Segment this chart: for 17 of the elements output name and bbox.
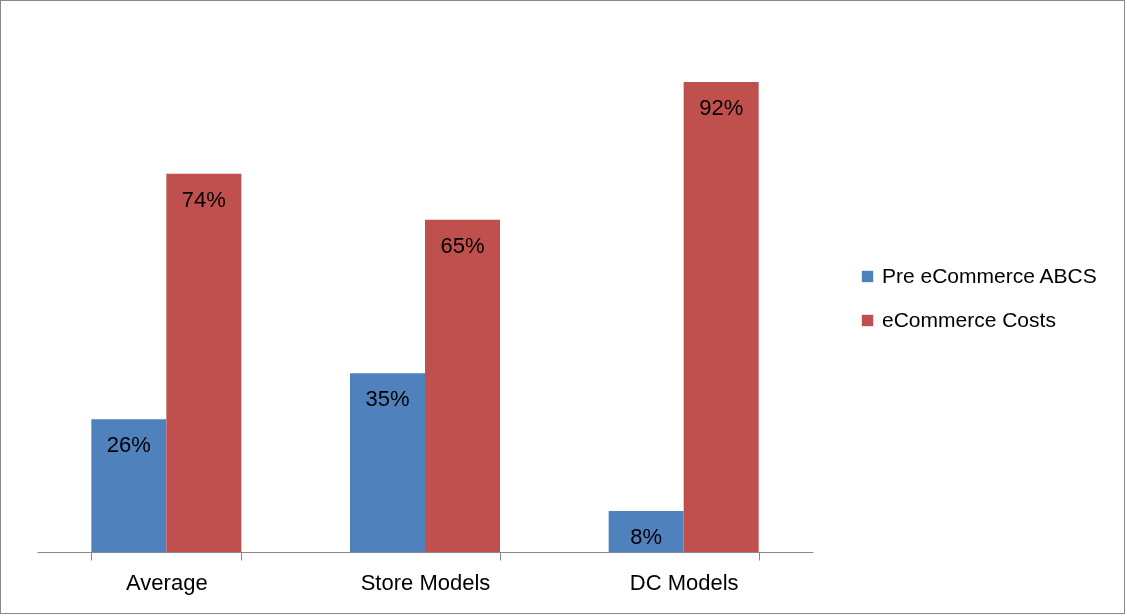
data-label: 74% <box>181 186 226 212</box>
data-label: 35% <box>365 386 410 412</box>
data-label: 26% <box>106 432 151 458</box>
legend-label: Pre eCommerce ABCS <box>882 263 1097 287</box>
legend-label: eCommerce Costs <box>882 307 1056 331</box>
x-tick-label: Average <box>126 569 208 595</box>
bar <box>349 373 425 552</box>
bar <box>166 173 242 552</box>
x-tick-label: DC Models <box>629 569 739 595</box>
data-label: 92% <box>699 94 744 120</box>
data-label: 8% <box>630 524 663 550</box>
bar <box>608 511 684 552</box>
bar <box>425 219 501 552</box>
x-tick-label: Store Models <box>360 569 491 595</box>
bar <box>91 419 167 552</box>
bar <box>683 81 759 552</box>
data-label: 65% <box>440 232 485 258</box>
